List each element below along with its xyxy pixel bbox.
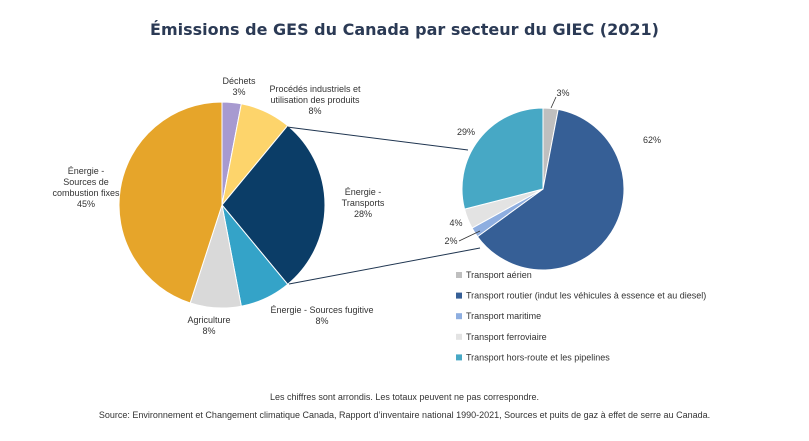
main-pie-label-1-line: 8% [308,106,321,116]
main-pie-label-2: Énergie -Transports 28% [342,187,385,219]
main-pie-label-4-line: Agriculture [187,315,230,325]
sub-pie-slice-4 [461,107,544,210]
main-pie [118,101,326,309]
main-pie-label-0-line: 3% [232,87,245,97]
sub-pie-label-2: 2% [444,236,457,246]
connector-lines [286,126,481,285]
main-pie-label-1-line: utilisation des produits [270,95,360,105]
sub-pie-label-1: 62% [643,135,661,145]
leader-line-0 [550,96,557,109]
legend-swatch-3 [456,333,462,340]
main-pie-label-3-line: 8% [315,316,328,326]
main-pie-label-3-line: Énergie - Sources fugitive [270,305,373,315]
sub-pie-slice-1 [476,108,625,271]
leader-line-1 [458,230,481,242]
main-pie-labels: Déchets 3% Procédés industriels et utilisat… [52,76,384,336]
sub-pie [461,107,625,271]
connector-line-top [286,126,469,151]
legend-entry-3: Transport ferroviaire [466,332,547,342]
main-pie-label-2-line: 28% [354,209,372,219]
main-pie-slice-5 [118,101,223,304]
main-pie-label-0: Déchets 3% [222,76,256,97]
main-pie-label-4-line: 8% [202,326,215,336]
legend-entry-1: Transport routier (indut les véhicules à… [466,291,706,301]
legend-entry-0: Transport aérien [466,270,532,280]
main-pie-label-0-line: Déchets [222,76,256,86]
main-pie-label-5-line: Énergie - [68,166,105,176]
legend-swatch-4 [456,354,462,361]
legend-swatch-1 [456,292,462,299]
legend-swatch-2 [456,313,462,320]
main-pie-label-5-line: combustion fixes [52,188,120,198]
chart-title: Émissions de GES du Canada par secteur d… [150,20,659,39]
sub-pie-label-4: 29% [457,127,475,137]
connector-line-bottom [288,247,481,285]
main-pie-label-5-line: Sources de [63,177,109,187]
sub-pie-label-3: 4% [449,218,462,228]
source-note: Source: Environnement et Changement clim… [98,410,711,420]
main-pie-label-2-line: Transports [342,198,385,208]
main-pie-label-5: Énergie -Sources de combustion fixes 45% [52,166,120,209]
main-pie-label-5-line: 45% [77,199,95,209]
main-pie-label-2-line: Énergie - [345,187,382,197]
legend-entry-2: Transport maritime [466,311,541,321]
sub-pie-label-0: 3% [556,88,569,98]
main-pie-label-4: Agriculture 8% [187,315,230,336]
legend-swatch-0 [456,272,462,278]
main-pie-label-3: Énergie - Sources fugitive 8% [270,305,373,326]
rounding-note: Les chiffres sont arrondis. Les totaux p… [270,392,539,402]
legend: Transport aérien Transport routier (indut… [456,270,706,362]
main-pie-label-1-line: Procédés industriels et [269,84,361,94]
main-pie-slice-2 [221,124,326,286]
legend-entry-4: Transport hors-route et les pipelines [466,352,610,362]
sub-pie-labels: 3% 62% 2% 4% 29% [444,88,661,246]
main-pie-label-1: Procédés industriels et utilisation des p… [269,84,361,116]
